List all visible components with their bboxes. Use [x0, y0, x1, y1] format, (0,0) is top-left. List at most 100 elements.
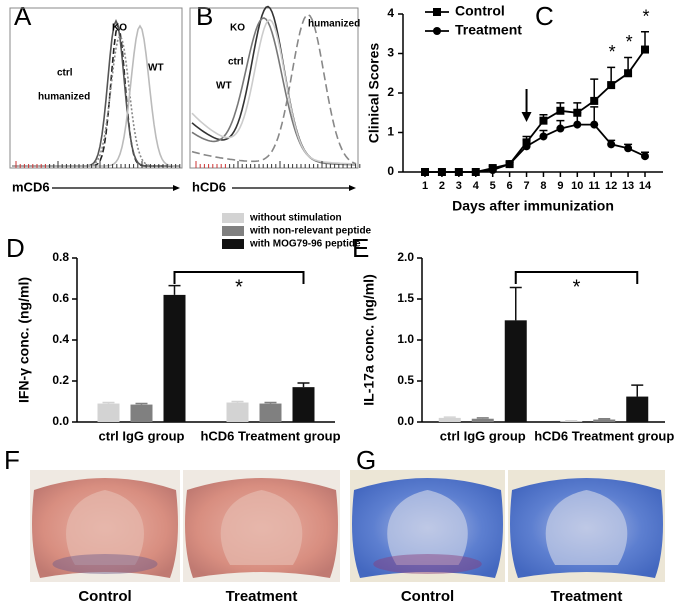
arrow-head — [349, 185, 356, 191]
marker — [641, 45, 649, 54]
error-bar — [264, 401, 277, 404]
y-tick-label: 0.8 — [52, 250, 69, 264]
x-axis-label: hCD6 — [192, 179, 226, 194]
y-tick-label: 0.4 — [52, 332, 69, 346]
y-tick-label: 0.0 — [397, 414, 414, 428]
marker — [607, 81, 616, 90]
panel-letter: F — [4, 445, 20, 475]
panel-letter: E — [352, 233, 369, 263]
y-tick-label: 1.5 — [397, 291, 414, 305]
legend-swatch — [222, 213, 244, 223]
marker — [624, 144, 633, 153]
y-axis-label: IFN-γ conc. (ng/ml) — [16, 277, 32, 403]
bar — [471, 418, 494, 422]
bar — [259, 403, 282, 422]
grey-matter — [66, 490, 144, 565]
curve-label: ctrl — [228, 57, 244, 68]
bar — [438, 417, 461, 422]
y-tick-label: 2.0 — [397, 250, 414, 264]
bar — [504, 320, 527, 422]
x-tick-label: 11 — [588, 180, 600, 192]
significance-star: * — [235, 276, 243, 298]
marker — [590, 96, 599, 105]
image-label: Treatment — [551, 588, 623, 605]
marker — [573, 120, 582, 129]
marker — [539, 132, 548, 141]
marker — [556, 124, 565, 133]
y-tick-label: 0.5 — [397, 373, 414, 387]
legend-marker — [433, 8, 441, 16]
panel-letter: A — [14, 1, 32, 31]
x-tick-label: 13 — [622, 180, 634, 192]
marker — [471, 168, 480, 176]
legend-label: Treatment — [455, 22, 522, 38]
x-tick-label: 14 — [639, 180, 652, 192]
plot-frame — [189, 7, 359, 169]
histogram-curve — [191, 18, 357, 165]
y-axis-label: IL-17a conc. (ng/ml) — [361, 274, 377, 405]
y-tick-label: 4 — [387, 6, 394, 20]
y-axis-label: Clinical Scores — [366, 43, 382, 144]
y-tick-label: 1 — [387, 125, 394, 139]
error-bar — [168, 284, 181, 295]
error-bar — [102, 401, 115, 404]
plot-frame — [9, 7, 183, 169]
marker — [590, 120, 599, 129]
legend-swatch — [222, 239, 244, 249]
significance-star: * — [642, 7, 649, 27]
error-bar — [297, 382, 310, 388]
significance-star: * — [626, 32, 633, 52]
error-bar — [135, 402, 148, 405]
y-tick-label: 2 — [387, 85, 394, 99]
x-tick-label: 6 — [507, 180, 513, 192]
legend-label: with MOG79-96 peptide — [249, 239, 361, 250]
x-tick-label: ctrl IgG group — [440, 428, 526, 443]
marker — [641, 152, 649, 161]
error-bar — [509, 286, 522, 321]
panel-letter: D — [6, 233, 25, 263]
histogram-curve — [191, 17, 356, 166]
significance-star: * — [573, 276, 581, 298]
curve-label: ctrl — [57, 68, 73, 79]
injection-arrow-head — [521, 112, 532, 122]
x-tick-label: 7 — [523, 180, 529, 192]
x-tick-label: 9 — [557, 180, 563, 192]
x-tick-label: 5 — [490, 180, 496, 192]
image-label: Control — [78, 588, 131, 605]
x-tick-label: 8 — [540, 180, 546, 192]
histogram-curve — [191, 13, 357, 165]
image-label: Treatment — [226, 588, 298, 605]
marker — [437, 168, 446, 176]
legend-swatch — [222, 226, 244, 236]
legend-label: without stimulation — [249, 213, 342, 224]
panel-letter: B — [196, 1, 213, 31]
x-tick-label: 2 — [439, 180, 445, 192]
marker — [454, 168, 463, 176]
significance-bracket — [514, 271, 639, 284]
marker — [556, 106, 565, 115]
curve-label: WT — [216, 81, 232, 92]
significance-bracket — [173, 271, 305, 284]
error-bar — [443, 416, 456, 418]
grey-matter — [220, 490, 303, 565]
bar — [593, 419, 616, 422]
error-bar — [598, 417, 611, 420]
y-tick-label: 0.0 — [52, 414, 69, 428]
marker — [488, 166, 497, 175]
x-tick-label: ctrl IgG group — [99, 428, 185, 443]
legend-marker — [433, 27, 441, 35]
x-tick-label: 10 — [571, 180, 583, 192]
y-tick-label: 0.6 — [52, 291, 69, 305]
bar — [226, 402, 249, 422]
marker — [522, 142, 531, 151]
curve-label: WT — [148, 63, 164, 74]
bar — [292, 387, 315, 422]
curve-label: KO — [230, 23, 245, 34]
marker — [624, 69, 633, 78]
x-tick-label: 3 — [456, 180, 462, 192]
legend-label: Control — [455, 3, 505, 19]
marker — [421, 168, 429, 176]
bar — [560, 421, 583, 422]
curve-label: humanized — [308, 19, 360, 30]
